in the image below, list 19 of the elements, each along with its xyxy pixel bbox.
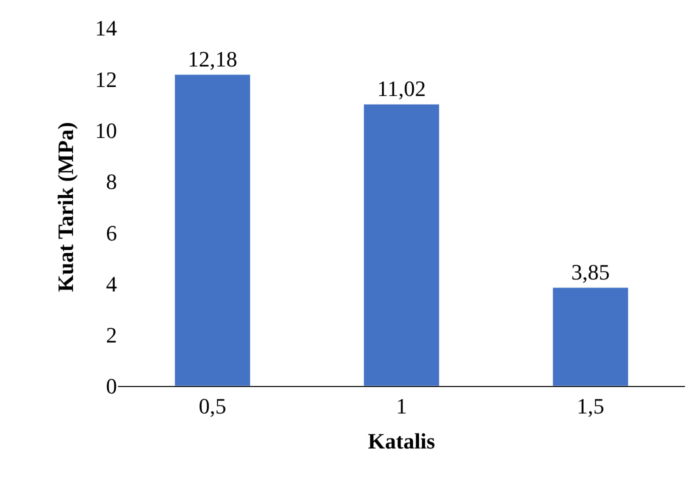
data-label: 3,85 <box>571 260 610 285</box>
bar <box>552 287 629 386</box>
data-label: 12,18 <box>188 46 238 72</box>
bar <box>174 74 251 386</box>
data-label: 11,02 <box>377 76 426 102</box>
x-tick-label: 1,5 <box>576 393 604 418</box>
y-tick-label: 10 <box>95 118 117 143</box>
y-tick-label: 2 <box>106 322 117 348</box>
x-axis-title: Katalis <box>368 428 436 454</box>
y-tick-label: 0 <box>106 374 117 399</box>
y-tick-label: 14 <box>95 16 117 41</box>
y-tick-label: 12 <box>95 66 117 92</box>
y-tick-label: 8 <box>106 169 117 194</box>
x-tick-label: 1 <box>396 393 407 418</box>
y-axis-title: Kuat Tarik (MPa) <box>52 122 78 292</box>
bar <box>363 104 440 386</box>
y-tick-label: 4 <box>106 271 117 296</box>
x-tick-label: 0,5 <box>198 393 226 418</box>
y-tick-label: 6 <box>106 220 117 246</box>
